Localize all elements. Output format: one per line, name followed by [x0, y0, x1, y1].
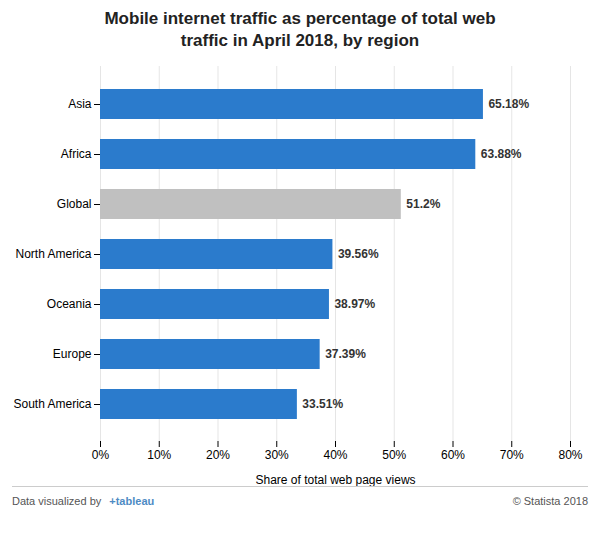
svg-text:38.97%: 38.97% — [334, 298, 375, 312]
svg-text:37.39%: 37.39% — [325, 348, 366, 362]
svg-text:Share of total web page views: Share of total web page views — [255, 473, 415, 487]
svg-text:South America: South America — [13, 398, 91, 412]
html-text:+tableau: +tableau — [109, 495, 155, 508]
svg-text:10%: 10% — [147, 448, 171, 462]
svg-text:33.51%: 33.51% — [302, 398, 343, 412]
svg-text:Global: Global — [57, 198, 92, 212]
svg-text:40%: 40% — [323, 448, 347, 462]
html-text:© Statista 2018: © Statista 2018 — [512, 495, 588, 508]
html-text:Data visualized by: Data visualized by — [12, 495, 102, 508]
svg-text:60%: 60% — [441, 448, 465, 462]
svg-text:63.88%: 63.88% — [481, 148, 522, 162]
svg-text:30%: 30% — [265, 448, 289, 462]
svg-text:20%: 20% — [206, 448, 230, 462]
svg-text:70%: 70% — [500, 448, 524, 462]
svg-text:80%: 80% — [558, 448, 582, 462]
svg-text:65.18%: 65.18% — [488, 98, 529, 112]
svg-text:Oceania: Oceania — [47, 298, 92, 312]
html-text:Mobile internet traffic as per: Mobile internet traffic as percentage of… — [104, 9, 496, 51]
svg-text:50%: 50% — [382, 448, 406, 462]
svg-text:Africa: Africa — [61, 148, 92, 162]
svg-text:Asia: Asia — [68, 98, 92, 112]
svg-text:Europe: Europe — [53, 348, 92, 362]
svg-text:0%: 0% — [92, 448, 110, 462]
svg-text:51.2%: 51.2% — [406, 198, 440, 212]
svg-text:North America: North America — [15, 248, 91, 262]
svg-text:39.56%: 39.56% — [338, 248, 379, 262]
